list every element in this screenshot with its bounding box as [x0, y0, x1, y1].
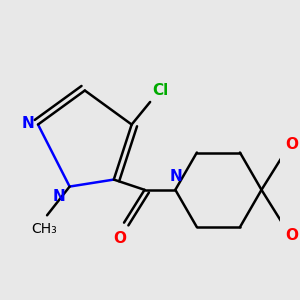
Text: O: O	[113, 231, 126, 246]
Text: O: O	[285, 137, 298, 152]
Text: O: O	[285, 228, 298, 243]
Text: CH₃: CH₃	[31, 223, 57, 236]
Text: N: N	[53, 189, 65, 204]
Text: N: N	[21, 116, 34, 131]
Text: N: N	[170, 169, 183, 184]
Text: Cl: Cl	[152, 83, 168, 98]
